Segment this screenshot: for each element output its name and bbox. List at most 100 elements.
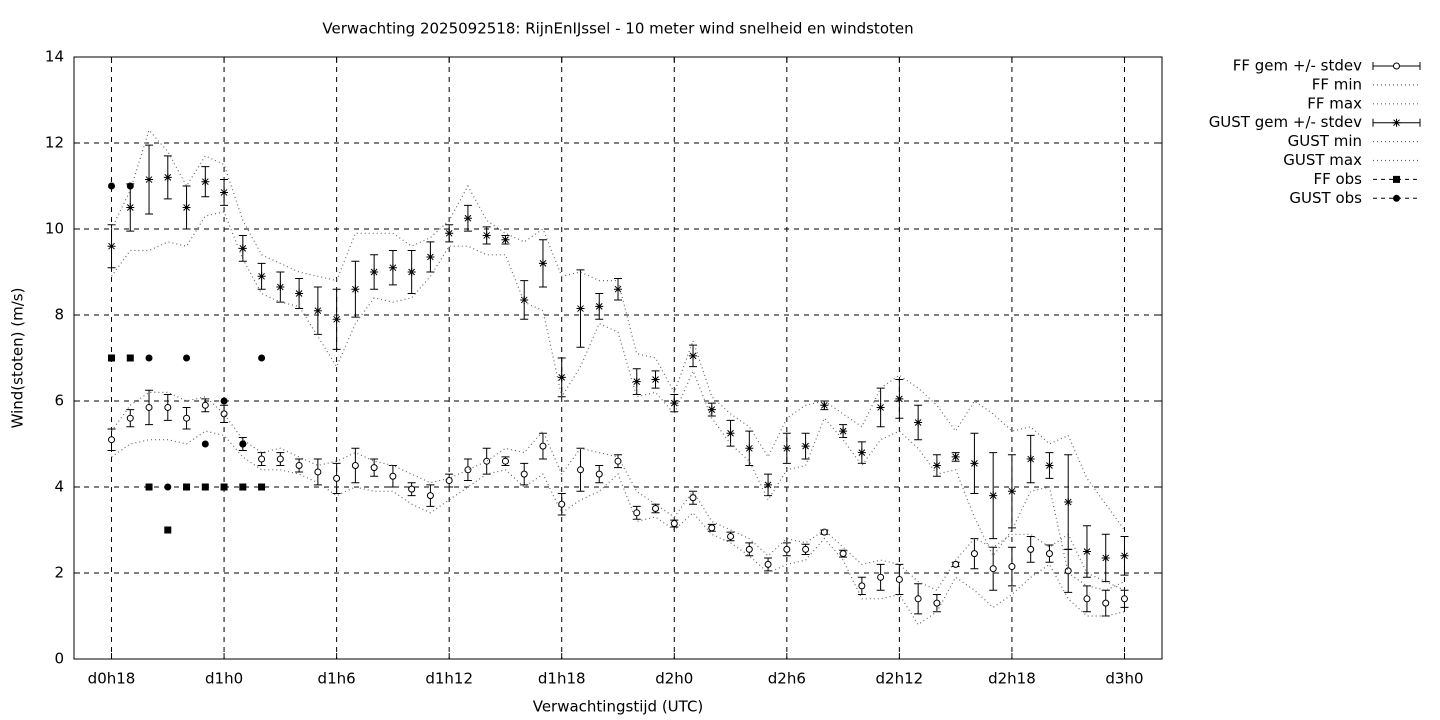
marker bbox=[970, 550, 978, 558]
marker bbox=[1082, 547, 1091, 556]
marker bbox=[932, 461, 941, 470]
marker bbox=[670, 520, 678, 528]
marker bbox=[1008, 563, 1016, 571]
y-tick-label: 8 bbox=[54, 306, 64, 324]
marker bbox=[989, 491, 998, 500]
marker bbox=[295, 462, 303, 469]
marker bbox=[333, 474, 341, 482]
marker bbox=[1102, 599, 1110, 607]
marker bbox=[1045, 550, 1053, 558]
x-tick-label: d3h0 bbox=[1105, 670, 1143, 688]
marker bbox=[463, 214, 472, 223]
marker bbox=[595, 302, 604, 311]
line bbox=[111, 211, 1125, 591]
marker bbox=[914, 418, 923, 427]
marker bbox=[576, 304, 585, 313]
marker bbox=[858, 582, 866, 590]
marker bbox=[201, 483, 209, 491]
legend-marker bbox=[1393, 62, 1400, 70]
marker bbox=[220, 188, 229, 197]
marker bbox=[182, 203, 191, 212]
line bbox=[110, 128, 1125, 531]
marker bbox=[426, 252, 435, 261]
marker bbox=[201, 401, 209, 409]
marker bbox=[989, 565, 997, 573]
marker bbox=[276, 455, 284, 463]
marker bbox=[1120, 595, 1128, 603]
marker bbox=[313, 306, 322, 315]
x-tick-label: d2h12 bbox=[876, 670, 924, 688]
marker bbox=[782, 444, 791, 453]
marker bbox=[689, 494, 697, 502]
x-tick-label: d1h12 bbox=[425, 670, 473, 688]
marker bbox=[651, 375, 660, 384]
marker bbox=[445, 229, 454, 238]
legend-label: GUST obs bbox=[1289, 189, 1362, 207]
marker bbox=[314, 468, 322, 476]
marker bbox=[164, 526, 172, 534]
marker bbox=[557, 373, 566, 382]
x-axis-label: Verwachtingstijd (UTC) bbox=[533, 698, 704, 716]
x-tick-label: d1h0 bbox=[205, 670, 243, 688]
marker bbox=[201, 177, 210, 186]
marker bbox=[126, 354, 134, 362]
marker bbox=[388, 263, 397, 272]
legend-label: GUST min bbox=[1288, 132, 1362, 150]
marker bbox=[351, 462, 359, 469]
marker bbox=[183, 483, 191, 491]
marker bbox=[163, 173, 172, 182]
marker bbox=[820, 528, 828, 536]
y-axis-label: Wind(stoten) (m/s) bbox=[9, 288, 27, 429]
marker bbox=[652, 505, 660, 512]
marker bbox=[220, 410, 228, 418]
marker bbox=[802, 545, 810, 553]
marker bbox=[707, 405, 716, 414]
marker bbox=[126, 203, 135, 212]
marker bbox=[877, 573, 885, 581]
marker bbox=[520, 295, 529, 304]
marker bbox=[370, 464, 378, 472]
y-tick-label: 10 bbox=[45, 220, 64, 238]
marker bbox=[1007, 487, 1016, 496]
marker bbox=[145, 175, 154, 184]
marker bbox=[633, 509, 641, 517]
marker bbox=[764, 480, 773, 489]
marker bbox=[783, 545, 791, 553]
marker bbox=[1064, 567, 1072, 575]
marker bbox=[857, 448, 866, 457]
marker bbox=[220, 397, 228, 405]
x-tick-label: d2h18 bbox=[988, 670, 1036, 688]
marker bbox=[164, 403, 172, 411]
marker bbox=[107, 242, 116, 251]
marker bbox=[558, 500, 566, 508]
marker bbox=[201, 440, 209, 448]
marker bbox=[220, 483, 228, 491]
marker bbox=[257, 272, 266, 281]
marker bbox=[820, 401, 829, 410]
marker bbox=[408, 485, 416, 493]
marker bbox=[538, 259, 547, 268]
legend-label: FF gem +/- stdev bbox=[1233, 57, 1362, 75]
x-tick-label: d2h0 bbox=[655, 670, 693, 688]
marker bbox=[1120, 551, 1129, 560]
marker bbox=[108, 182, 116, 190]
marker bbox=[933, 599, 941, 607]
marker bbox=[839, 427, 848, 436]
marker bbox=[520, 470, 528, 478]
marker bbox=[727, 532, 735, 540]
marker bbox=[238, 244, 247, 253]
marker bbox=[164, 483, 172, 491]
marker bbox=[370, 268, 379, 276]
marker bbox=[501, 457, 509, 465]
marker bbox=[801, 442, 810, 451]
marker bbox=[1101, 553, 1110, 562]
marker bbox=[145, 403, 153, 411]
marker bbox=[239, 440, 247, 448]
marker bbox=[895, 394, 904, 403]
marker bbox=[670, 399, 679, 408]
legend-label: GUST gem +/- stdev bbox=[1209, 113, 1362, 131]
marker bbox=[351, 285, 360, 294]
y-tick-label: 12 bbox=[45, 134, 64, 152]
legend-marker bbox=[1392, 118, 1401, 127]
marker bbox=[951, 452, 960, 461]
